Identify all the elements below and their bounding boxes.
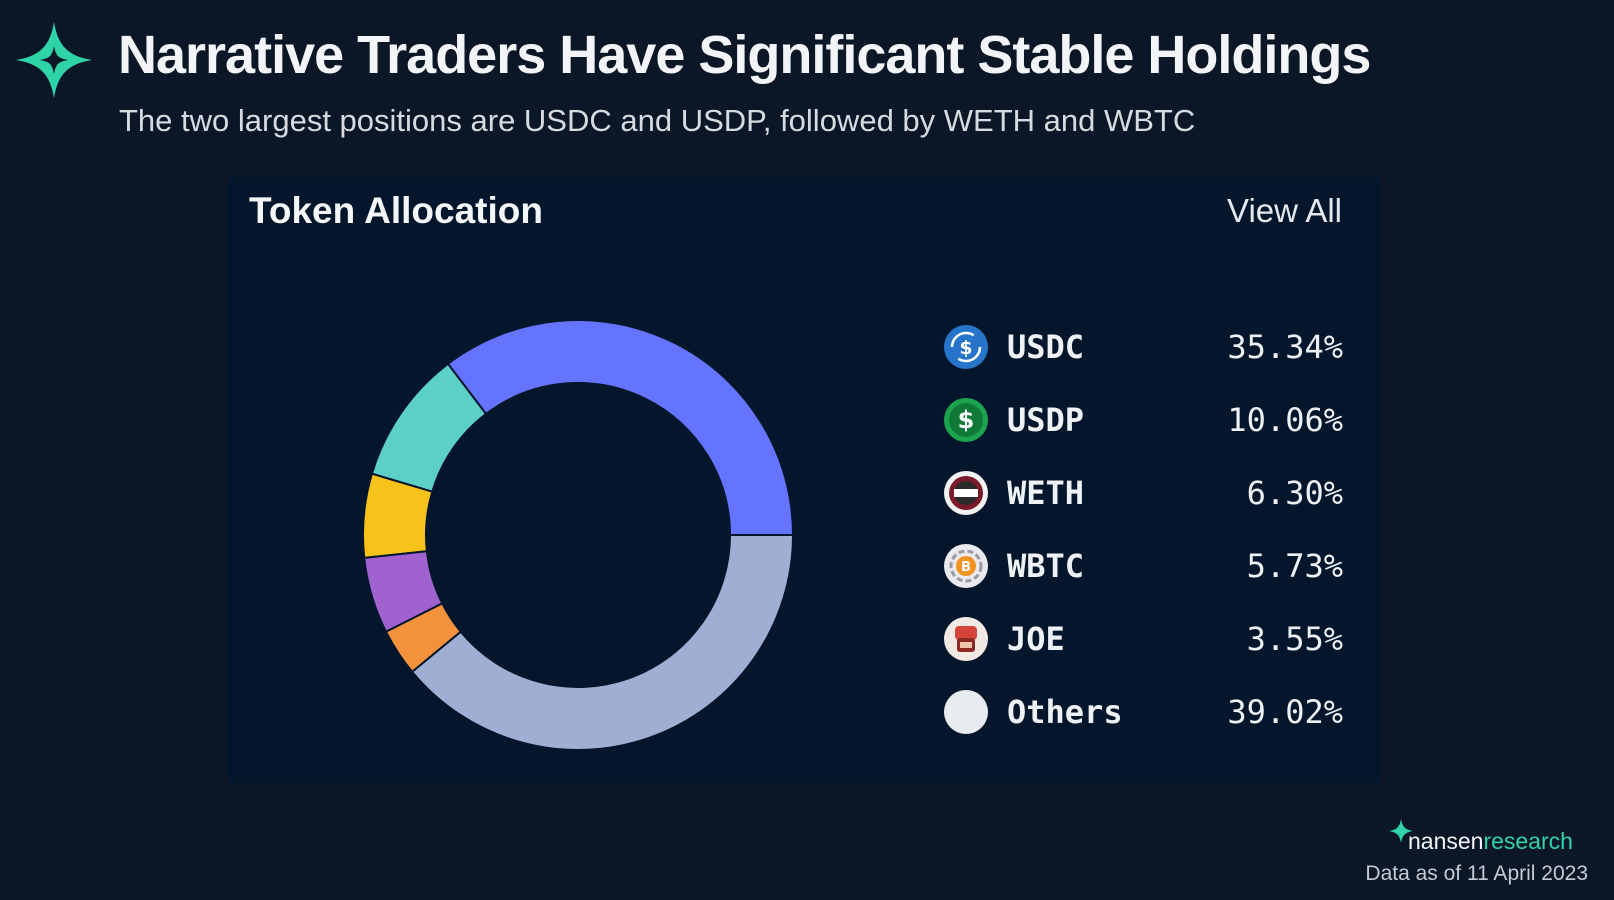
brand-wordmark: nansenresearch: [1408, 828, 1573, 855]
usdp-icon: $: [944, 398, 988, 442]
legend-value-usdc: 35.34%: [1227, 328, 1343, 366]
donut-slice-others[interactable]: [410, 534, 795, 751]
token-allocation-card: Token Allocation View All $ USDC 35.34% …: [228, 178, 1380, 782]
brand-primary: nansen: [1408, 828, 1484, 854]
legend-value-others: 39.02%: [1227, 693, 1343, 731]
weth-icon: [944, 471, 988, 515]
legend-value-usdp: 10.06%: [1227, 401, 1343, 439]
others-icon: [944, 690, 988, 734]
legend-label-wbtc: WBTC: [1007, 547, 1085, 585]
card-title: Token Allocation: [249, 190, 543, 231]
legend-label-joe: JOE: [1007, 620, 1065, 658]
page-title: Narrative Traders Have Significant Stabl…: [118, 25, 1371, 85]
joe-icon: [944, 617, 988, 661]
legend-item-weth: WETH 6.30%: [943, 470, 1363, 543]
legend-label-weth: WETH: [1007, 474, 1085, 512]
chart-legend: $ USDC 35.34% $ USDP 10.06%: [943, 324, 1363, 762]
view-all-link[interactable]: View All: [1227, 192, 1342, 229]
legend-item-others: Others 39.02%: [943, 689, 1363, 762]
usdc-icon: $: [944, 325, 988, 369]
page-subtitle: The two largest positions are USDC and U…: [119, 103, 1196, 138]
svg-text:B: B: [961, 560, 971, 575]
legend-value-joe: 3.55%: [1246, 620, 1343, 658]
donut-chart: [362, 319, 795, 751]
brand-secondary: research: [1483, 828, 1573, 854]
legend-value-weth: 6.30%: [1246, 474, 1343, 512]
svg-text:$: $: [958, 406, 975, 434]
legend-item-joe: JOE 3.55%: [943, 616, 1363, 689]
legend-value-wbtc: 5.73%: [1246, 547, 1343, 585]
legend-label-usdp: USDP: [1007, 401, 1085, 439]
nansen-star-logo-icon: [16, 22, 92, 98]
nansen-research-brand: nansenresearch: [1388, 818, 1588, 854]
wbtc-icon: B: [944, 544, 988, 588]
legend-item-usdc: $ USDC 35.34%: [943, 324, 1363, 397]
donut-slice-usdc[interactable]: [446, 319, 795, 536]
legend-label-others: Others: [1007, 693, 1123, 731]
legend-item-wbtc: B WBTC 5.73%: [943, 543, 1363, 616]
nansen-star-small-icon: [1389, 819, 1413, 843]
legend-label-usdc: USDC: [1007, 328, 1085, 366]
legend-item-usdp: $ USDP 10.06%: [943, 397, 1363, 470]
data-date-note: Data as of 11 April 2023: [1365, 862, 1588, 885]
svg-text:$: $: [959, 337, 972, 359]
